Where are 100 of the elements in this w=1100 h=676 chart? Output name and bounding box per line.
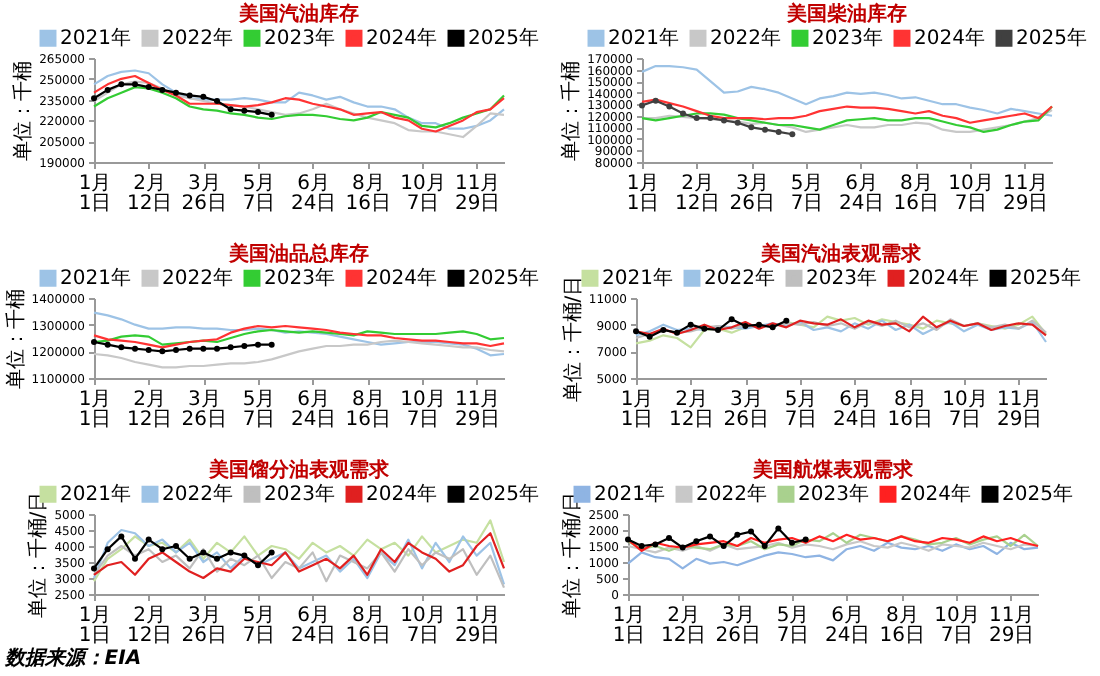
x-tick-label: 5月7日 (776, 605, 810, 647)
x-tick-label: 2月12日 (126, 173, 173, 215)
point (118, 533, 125, 540)
x-tick-label: 8月16日 (345, 605, 392, 647)
x-tick-label: 6月24日 (838, 173, 885, 215)
point (734, 531, 741, 538)
chart-title: 美国馏分油表观需求 (207, 458, 391, 482)
chart-title: 美国汽油表观需求 (759, 242, 923, 266)
point (742, 323, 749, 329)
chart-title: 美国航煤表观需求 (751, 458, 915, 482)
legend-label: 2022年 (162, 26, 233, 51)
point (775, 525, 782, 532)
point (761, 543, 768, 549)
point (680, 110, 686, 117)
x-tick-label: 11月29日 (454, 605, 501, 647)
y-axis-title: 单位：千桶/日 (560, 275, 585, 403)
point (721, 117, 727, 124)
point (104, 546, 111, 553)
point (145, 536, 152, 543)
chart-title: 美国柴油库存 (785, 2, 907, 26)
point (674, 329, 680, 336)
point (789, 131, 796, 138)
legend-label: 2022年 (162, 482, 233, 507)
point (255, 109, 261, 116)
legend-label: 2023年 (812, 26, 883, 51)
point (186, 92, 193, 99)
point (715, 327, 721, 333)
x-tick-label: 6月24日 (824, 605, 871, 647)
point (728, 316, 735, 323)
legend-label: 2021年 (602, 266, 673, 291)
x-tick-label: 10月7日 (400, 173, 446, 215)
point (132, 81, 138, 88)
point (652, 97, 659, 104)
point (693, 538, 700, 545)
legend-label: 2025年 (468, 26, 539, 51)
x-tick-label: 3月26日 (181, 605, 228, 647)
point (748, 528, 754, 535)
point (255, 562, 261, 569)
line-series (92, 339, 506, 369)
line-series (91, 81, 275, 118)
line-series (92, 544, 506, 589)
line-series (625, 525, 809, 551)
point (132, 555, 138, 562)
point (707, 115, 714, 122)
x-tick-label: 3月26日 (723, 389, 770, 431)
legend-label: 2025年 (1002, 482, 1073, 507)
x-tick-label: 2月12日 (668, 389, 715, 431)
point (625, 536, 631, 543)
point (159, 546, 166, 553)
legend-label: 2024年 (366, 266, 437, 291)
point (173, 543, 179, 549)
x-tick-label: 2月12日 (126, 605, 173, 647)
point (802, 536, 809, 543)
x-tick-label: 3月26日 (729, 173, 776, 215)
x-tick-label: 5月7日 (790, 173, 824, 215)
y-axis-title: 单位：千桶 (559, 61, 584, 161)
legend-label: 2022年 (162, 266, 233, 291)
legend-label: 2025年 (468, 482, 539, 507)
legend-label: 2025年 (468, 266, 539, 291)
point (646, 333, 653, 340)
x-tick-label: 10月7日 (934, 605, 980, 647)
point (783, 317, 790, 324)
line-series (633, 316, 790, 340)
x-tick-label: 6月24日 (290, 605, 337, 647)
x-tick-label: 8月16日 (887, 389, 934, 431)
point (660, 327, 667, 333)
legend-label: 2024年 (914, 26, 985, 51)
x-tick-label: 10月7日 (400, 605, 446, 647)
x-tick-label: 5月7日 (242, 389, 276, 431)
line-series (92, 519, 506, 583)
point (701, 325, 708, 332)
x-tick-label: 6月24日 (832, 389, 879, 431)
x-tick-label: 11月29日 (454, 389, 501, 431)
x-tick-label: 1月1日 (620, 389, 654, 431)
point (268, 111, 275, 118)
point (720, 543, 727, 549)
legend-label: 2025年 (1010, 266, 1081, 291)
point (186, 555, 193, 562)
chart-title: 美国油品总库存 (227, 242, 369, 266)
x-tick-label: 2月12日 (674, 173, 721, 215)
x-tick-label: 6月24日 (290, 173, 337, 215)
x-tick-label: 8月16日 (879, 605, 926, 647)
legend-label: 2024年 (908, 266, 979, 291)
x-tick-label: 11月29日 (1002, 173, 1049, 215)
legend-label: 2023年 (798, 482, 869, 507)
y-axis-title: 单位：千桶 (11, 61, 36, 161)
x-tick-label: 1月1日 (78, 389, 112, 431)
point (91, 565, 97, 572)
point (241, 107, 248, 114)
legend-label: 2025年 (1016, 26, 1087, 51)
point (173, 89, 179, 96)
line-series (626, 541, 1040, 570)
x-tick-label: 3月26日 (181, 173, 228, 215)
legend-label: 2021年 (608, 26, 679, 51)
x-tick-label: 1月1日 (626, 173, 660, 215)
point (666, 103, 673, 110)
x-tick-label: 8月16日 (893, 173, 940, 215)
point (200, 549, 207, 556)
x-tick-label: 6月24日 (290, 389, 337, 431)
x-tick-label: 5月7日 (784, 389, 818, 431)
